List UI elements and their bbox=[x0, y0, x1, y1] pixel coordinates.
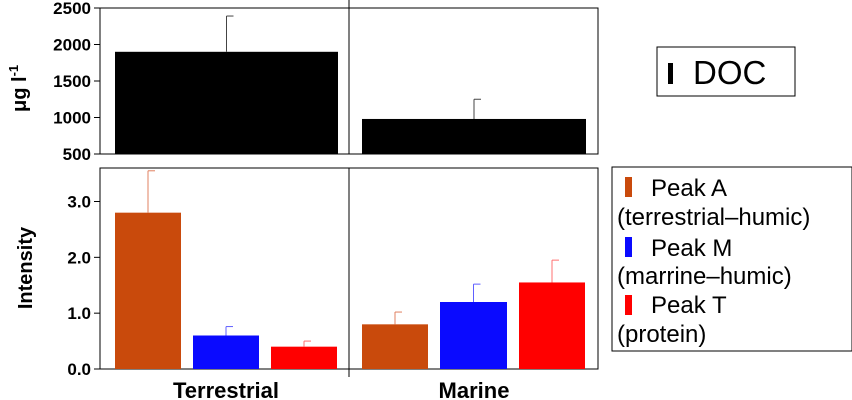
y-tick-label: 500 bbox=[63, 145, 91, 164]
bar-peak-a-terrestrial bbox=[115, 212, 181, 369]
bottom-y-axis: 0.0 1.0 2.0 3.0 bbox=[67, 193, 100, 379]
y-tick-label: 1000 bbox=[53, 109, 91, 128]
legend-doc-frame bbox=[656, 46, 796, 97]
bar-peak-m-marine bbox=[440, 302, 507, 369]
legend-peak-m-swatch bbox=[625, 237, 632, 257]
bar-peak-m-terrestrial bbox=[193, 335, 259, 369]
legend-doc: DOC bbox=[656, 46, 796, 97]
top-bars bbox=[115, 15, 586, 154]
y-tick-label: 2500 bbox=[53, 0, 91, 18]
legend-peak-a-label: Peak A bbox=[651, 175, 727, 202]
legend-peak-t-label: Peak T bbox=[651, 292, 727, 319]
top-y-axis: 500 1000 1500 2000 2500 bbox=[53, 0, 100, 164]
legend-peak-a-sublabel: (terrestrial–humic) bbox=[617, 204, 810, 231]
category-label-terrestrial: Terrestrial bbox=[173, 378, 279, 400]
y-tick-label: 2.0 bbox=[67, 248, 91, 267]
y-tick-label: 0.0 bbox=[67, 360, 91, 379]
legend-peak-a-swatch bbox=[625, 177, 632, 197]
category-label-marine: Marine bbox=[439, 378, 510, 400]
legend-peak-t-sublabel: (protein) bbox=[617, 321, 706, 348]
legend-doc-swatch bbox=[668, 63, 673, 84]
bar-doc-terrestrial bbox=[115, 51, 338, 154]
bottom-bars bbox=[115, 170, 585, 369]
y-tick-label: 3.0 bbox=[67, 193, 91, 212]
legend-peak-m-sublabel: (marrine–humic) bbox=[617, 263, 792, 290]
y-tick-label: 1.0 bbox=[67, 304, 91, 323]
legend-peaks-frame bbox=[611, 166, 852, 352]
bar-peak-t-terrestrial bbox=[271, 346, 337, 369]
top-y-axis-title: μg l-1 bbox=[6, 65, 31, 112]
legend-peaks: Peak A (terrestrial–humic) Peak M (marri… bbox=[611, 166, 852, 352]
bar-peak-t-marine bbox=[519, 282, 585, 369]
bar-doc-marine bbox=[362, 118, 586, 154]
bar-peak-a-marine bbox=[362, 324, 428, 369]
y-tick-label: 1500 bbox=[53, 72, 91, 91]
legend-peak-t-swatch bbox=[625, 295, 632, 315]
bottom-y-axis-title: Intensity bbox=[15, 226, 37, 309]
legend-peak-m-label: Peak M bbox=[651, 235, 732, 262]
y-tick-label: 2000 bbox=[53, 36, 91, 55]
legend-doc-label: DOC bbox=[693, 54, 766, 91]
